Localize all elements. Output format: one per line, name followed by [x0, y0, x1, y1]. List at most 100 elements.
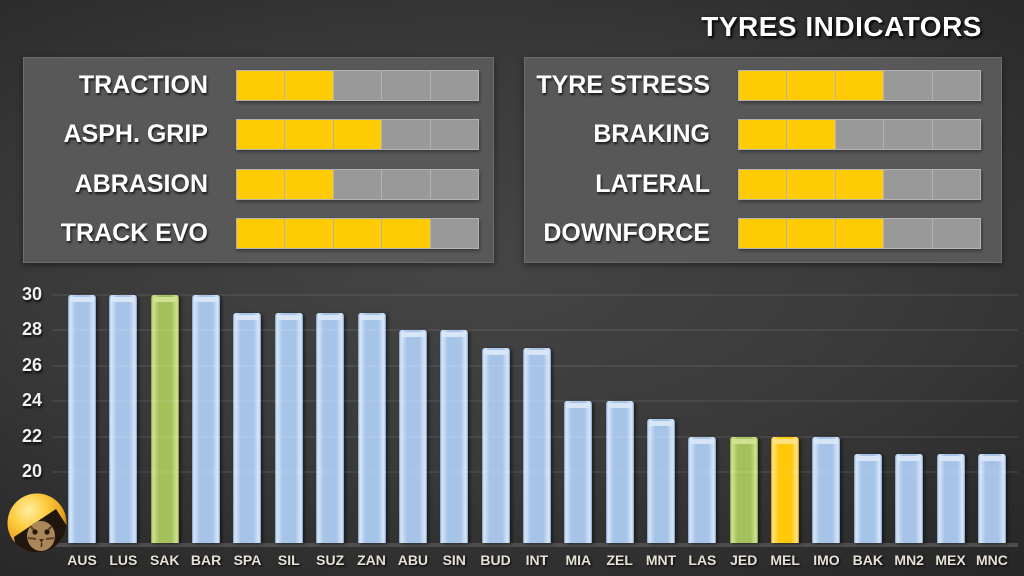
indicator-segment-bar: [236, 168, 479, 200]
bar-lus: [109, 295, 138, 543]
segment-filled: [285, 71, 333, 100]
y-axis: 20 22 24 26 28 30: [0, 284, 44, 543]
bar-mex: [936, 454, 965, 543]
bar-series: AUS LUS SAK BAR SPA SIL SUZ ZAN ABU SIN BUD INT MIA Z…: [67, 295, 1008, 568]
grid-line: [52, 435, 1018, 438]
indicator-label: ASPH. GRIP: [63, 120, 208, 149]
indicator-row: TRACTION: [24, 70, 479, 101]
y-tick-label: 22: [21, 425, 42, 446]
segment-empty: [884, 218, 932, 248]
segment-empty: [430, 218, 479, 248]
bar-mn2: [895, 454, 924, 543]
indicator-row: TRACK EVO: [24, 217, 479, 249]
segment-empty: [430, 120, 479, 150]
bar-column: SAK: [150, 295, 180, 568]
bar-zan: [357, 312, 386, 543]
indicator-segment-bar: [738, 217, 981, 249]
segment-empty: [932, 71, 981, 100]
grid-line: [52, 329, 1018, 332]
segment-filled: [237, 120, 285, 150]
y-tick-label: 20: [21, 461, 42, 482]
bar-bak: [853, 454, 882, 543]
bar-zel: [605, 401, 634, 543]
bar-column: ZEL: [605, 401, 634, 568]
x-tick-label: MNC: [975, 552, 1008, 568]
indicator-label: TRACK EVO: [60, 218, 208, 247]
indicator-row: DOWNFORCE: [525, 217, 981, 249]
indicator-row: BRAKING: [525, 119, 981, 151]
tyre-indicators-panel-right: TYRE STRESS BRAKING LATERAL DOWNFORCE: [524, 57, 1002, 263]
bar-sin: [440, 330, 469, 543]
segment-filled: [787, 71, 835, 100]
bar-column: INT: [522, 348, 551, 568]
indicator-row: LATERAL: [525, 168, 981, 200]
segment-filled: [787, 218, 835, 248]
bar-column: ABU: [398, 330, 428, 568]
segment-filled: [739, 218, 787, 248]
bar-bar: [192, 295, 221, 543]
x-tick-label: SIL: [277, 552, 300, 568]
x-tick-label: SAK: [149, 552, 180, 568]
x-tick-label: MEL: [770, 552, 800, 568]
indicator-segment-bar: [236, 70, 479, 101]
bar-column: MEX: [935, 454, 966, 568]
segment-filled: [237, 218, 285, 248]
x-tick-label: JED: [730, 552, 758, 568]
segment-filled: [739, 71, 787, 100]
x-tick-label: BUD: [480, 552, 511, 568]
x-tick-label: INT: [525, 552, 549, 568]
tyre-indicators-panel-left: TRACTION ASPH. GRIP ABRASION TRACK EVO: [23, 57, 494, 263]
bar-las: [688, 436, 717, 543]
indicator-label: LATERAL: [595, 169, 710, 198]
bar-column: SIL: [274, 312, 303, 568]
tyre-life-bar-chart: AUS LUS SAK BAR SPA SIL SUZ ZAN ABU SIN BUD INT MIA Z…: [52, 294, 1018, 568]
y-tick-label: 30: [21, 284, 42, 304]
x-tick-label: MN2: [894, 552, 924, 568]
bar-jed: [729, 436, 758, 543]
bar-sil: [274, 312, 303, 543]
bar-int: [522, 348, 551, 543]
bar-column: MN2: [894, 454, 924, 568]
x-tick-label: MEX: [935, 552, 966, 568]
indicator-segment-bar: [738, 119, 981, 151]
x-tick-label: BAR: [190, 552, 222, 568]
indicator-label: DOWNFORCE: [543, 218, 710, 247]
bar-column: JED: [729, 436, 758, 568]
segment-empty: [884, 169, 932, 199]
grid-line: [52, 400, 1018, 403]
cat-helmet-avatar-icon: [6, 492, 68, 554]
segment-filled: [739, 169, 787, 199]
indicator-label: TYRE STRESS: [536, 71, 710, 99]
bar-imo: [812, 436, 841, 543]
x-tick-label: LAS: [688, 552, 717, 568]
segment-filled: [285, 169, 333, 199]
indicator-segment-bar: [236, 119, 479, 151]
bar-column: MNC: [976, 454, 1008, 568]
bar-column: BAK: [853, 454, 883, 568]
y-tick-label: 24: [21, 390, 42, 411]
indicator-segment-bar: [738, 168, 981, 200]
segment-empty: [884, 120, 932, 150]
bar-column: LAS: [688, 436, 717, 568]
grid-line: [52, 294, 1018, 296]
segment-filled: [333, 218, 382, 248]
segment-filled: [835, 218, 884, 248]
segment-empty: [382, 120, 430, 150]
page-title: TYRES INDICATORS: [701, 11, 982, 42]
bar-column: BUD: [480, 348, 511, 568]
x-tick-label: ZEL: [606, 552, 633, 568]
cat-helmet-avatar-svg: [7, 493, 67, 553]
bar-column: MEL: [770, 436, 800, 568]
bar-column: SUZ: [316, 312, 345, 568]
segment-empty: [382, 71, 430, 100]
segment-empty: [835, 120, 884, 150]
segment-empty: [932, 169, 981, 199]
segment-empty: [382, 169, 430, 199]
y-tick-label: 28: [21, 319, 42, 340]
x-tick-label: AUS: [67, 552, 97, 568]
segment-filled: [333, 120, 382, 150]
bar-column: ZAN: [357, 312, 386, 568]
bar-sak: [150, 295, 179, 543]
bar-spa: [233, 312, 262, 543]
segment-empty: [430, 169, 479, 199]
